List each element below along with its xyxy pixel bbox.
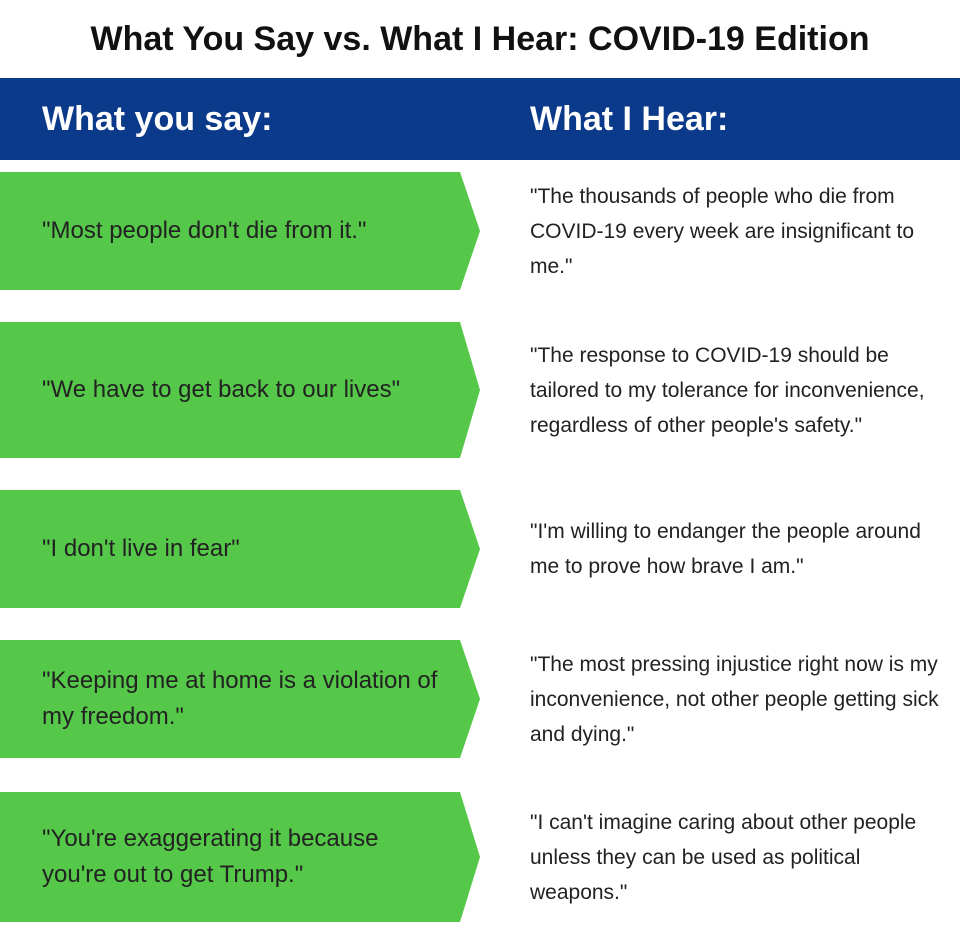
hear-text: "I can't imagine caring about other peop… xyxy=(530,810,917,904)
hear-text: "The thousands of people who die from CO… xyxy=(530,184,914,278)
say-arrow: "You're exaggerating it because you're o… xyxy=(0,792,480,922)
say-text: "You're exaggerating it because you're o… xyxy=(42,825,379,888)
hear-cell: "The thousands of people who die from CO… xyxy=(530,172,950,290)
say-text: "Most people don't die from it." xyxy=(42,217,367,244)
say-text: "We have to get back to our lives" xyxy=(42,376,401,403)
comparison-row: "Most people don't die from it." "The th… xyxy=(0,172,960,290)
column-header-say: What you say: xyxy=(42,99,273,138)
hear-text: "The response to COVID-19 should be tail… xyxy=(530,343,925,437)
hear-cell: "The response to COVID-19 should be tail… xyxy=(530,322,950,458)
say-arrow: "Keeping me at home is a violation of my… xyxy=(0,640,480,758)
page-title: What You Say vs. What I Hear: COVID-19 E… xyxy=(90,19,870,58)
say-arrow: "We have to get back to our lives" xyxy=(0,322,480,458)
say-arrow: "Most people don't die from it." xyxy=(0,172,480,290)
comparison-row: "We have to get back to our lives" "The … xyxy=(0,322,960,458)
hear-text: "The most pressing injustice right now i… xyxy=(530,652,939,746)
say-arrow: "I don't live in fear" xyxy=(0,490,480,608)
column-header-hear: What I Hear: xyxy=(530,99,729,138)
hear-cell: "I can't imagine caring about other peop… xyxy=(530,792,950,922)
comparison-row: "You're exaggerating it because you're o… xyxy=(0,792,960,922)
hear-cell: "I'm willing to endanger the people arou… xyxy=(530,490,950,608)
say-text: "Keeping me at home is a violation of my… xyxy=(42,667,438,730)
comparison-row: "I don't live in fear" "I'm willing to e… xyxy=(0,490,960,608)
comparison-row: "Keeping me at home is a violation of my… xyxy=(0,640,960,758)
say-text: "I don't live in fear" xyxy=(42,535,240,562)
hear-cell: "The most pressing injustice right now i… xyxy=(530,640,950,758)
column-header-bar: What you say: What I Hear: xyxy=(0,78,960,160)
hear-text: "I'm willing to endanger the people arou… xyxy=(530,520,921,578)
